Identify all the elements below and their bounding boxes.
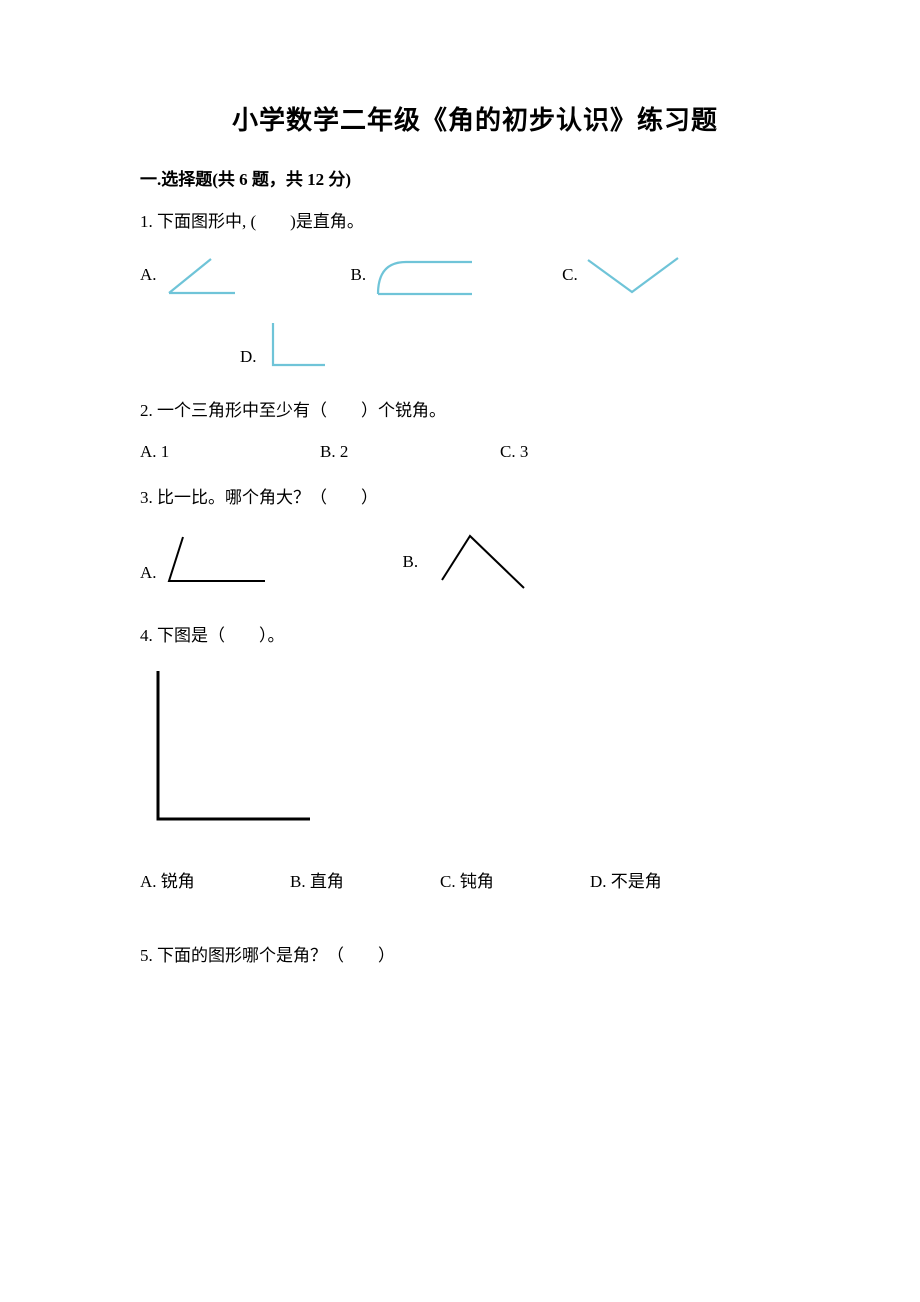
q4-option-c: C. 钝角 [440, 867, 590, 892]
q1-shape-right-icon [263, 319, 333, 371]
q1-shape-acute-icon [163, 253, 241, 297]
q3-text: 3. 比一比。哪个角大？（ ） [140, 484, 810, 511]
q3-shape-obtuse-icon [163, 533, 273, 589]
section-header: 一.选择题(共 6 题，共 12 分) [140, 165, 810, 190]
q2-text: 2. 一个三角形中至少有（ ）个锐角。 [140, 397, 810, 424]
q2-option-b: B. 2 [320, 442, 500, 462]
q2-options: A. 1 B. 2 C. 3 [140, 442, 810, 462]
q2-option-a: A. 1 [140, 442, 320, 462]
q3-label-a: A. [140, 563, 157, 583]
q5-text: 5. 下面的图形哪个是角？（ ） [140, 942, 810, 969]
q2-option-c: C. 3 [500, 442, 680, 462]
q1-options-row1: A. B. C. [140, 253, 810, 297]
q3-label-b: B. [403, 552, 419, 572]
q3-shape-caret-icon [424, 530, 534, 592]
q3-option-a: A. [140, 533, 273, 589]
q4-option-a: A. 锐角 [140, 867, 290, 892]
q4-option-b: B. 直角 [290, 867, 440, 892]
q1-shape-rounded-icon [372, 254, 482, 296]
q1-label-b: B. [351, 265, 367, 285]
q1-options-row2: D. [240, 319, 810, 371]
q3-option-b: B. [403, 530, 535, 592]
q1-label-d: D. [240, 347, 257, 367]
q4-shape-right-angle-icon [150, 667, 810, 827]
q1-option-b: B. [351, 254, 483, 296]
q4-options: A. 锐角 B. 直角 C. 钝角 D. 不是角 [140, 867, 810, 892]
q1-shape-v-icon [584, 254, 684, 296]
q3-options: A. B. [140, 530, 810, 592]
q4-option-d: D. 不是角 [590, 867, 740, 892]
q1-text: 1. 下面图形中, ( )是直角。 [140, 208, 810, 235]
q1-label-a: A. [140, 265, 157, 285]
q1-option-c: C. [562, 254, 684, 296]
page-title: 小学数学二年级《角的初步认识》练习题 [140, 100, 810, 137]
q4-text: 4. 下图是（ ）。 [140, 622, 810, 649]
q1-option-a: A. [140, 253, 241, 297]
q1-label-c: C. [562, 265, 578, 285]
